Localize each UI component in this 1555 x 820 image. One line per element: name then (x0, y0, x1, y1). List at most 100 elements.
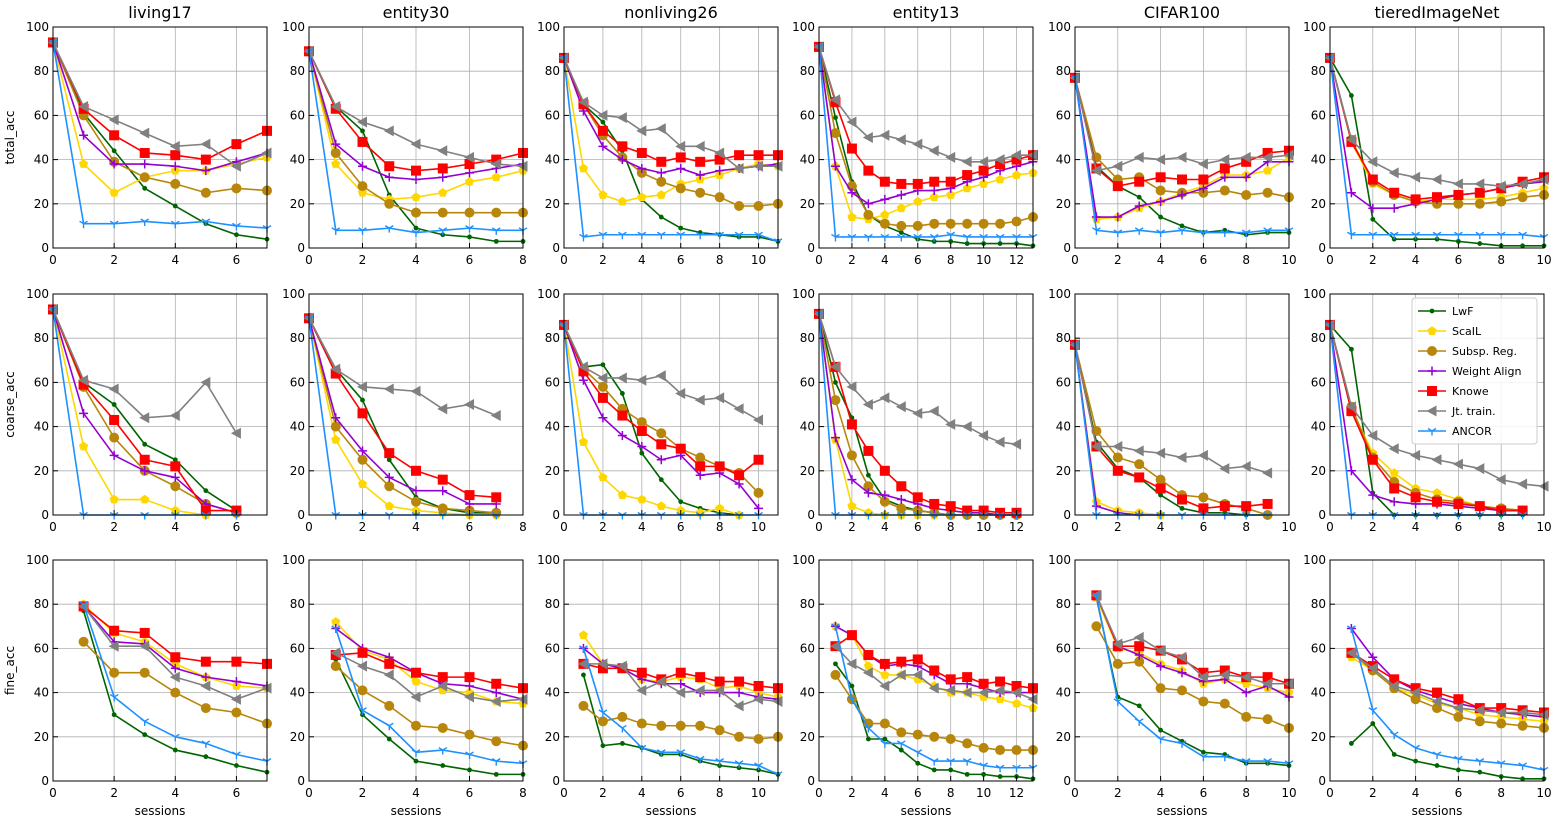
series-lwf-marker (600, 362, 606, 368)
series-subsp-reg-marker (929, 218, 940, 229)
series-ancor-marker (331, 625, 341, 634)
ytick-label: 20 (1311, 730, 1326, 744)
series-group (78, 599, 272, 775)
ytick-label: 100 (282, 553, 305, 567)
legend-item-scail: ScaIL (1418, 325, 1482, 338)
panel-fine-acc-cifar100: 0 20 40 60 80 100 0 2 4 6 8 10 sessions (1048, 553, 1297, 818)
series-subsp-reg-marker (231, 707, 242, 718)
series-ancor-marker (1092, 592, 1101, 600)
series-knowe-marker (411, 465, 421, 476)
panel-title: entity13 (893, 3, 960, 22)
ytick-label: 0 (807, 508, 815, 522)
series-ancor-marker (1156, 229, 1165, 238)
series-ancor-marker (465, 225, 474, 233)
series-subsp-reg-marker (995, 745, 1006, 756)
series-jt-train-marker (1133, 445, 1144, 457)
series-subsp-reg-marker (1219, 698, 1230, 709)
series-knowe-marker (1177, 494, 1187, 505)
ytick-label: 40 (34, 420, 49, 434)
series-lwf-marker (467, 234, 472, 240)
ytick-label: 40 (1056, 420, 1071, 434)
series-scail-marker (656, 190, 666, 199)
series-jt-train-marker (139, 640, 150, 652)
series-subsp-reg-marker (411, 720, 421, 731)
ytick-label: 20 (545, 197, 560, 211)
xtick-label: 0 (1326, 253, 1334, 267)
xtick-label: 6 (677, 253, 685, 267)
series-subsp-reg-marker (357, 454, 368, 465)
ytick-label: 0 (297, 508, 305, 522)
series-knowe-marker (491, 678, 502, 689)
series-ancor-marker (715, 758, 725, 766)
series-group (303, 45, 528, 244)
series-ancor-marker (896, 233, 906, 242)
series-weight-align-marker (201, 672, 211, 682)
legend-marker (1427, 427, 1437, 436)
series-knowe-marker (617, 410, 628, 421)
xtick-label: 8 (947, 520, 955, 534)
ytick-label: 40 (1056, 153, 1071, 167)
series-ancor-marker (1156, 735, 1165, 744)
series-ancor-marker (170, 220, 180, 229)
xtick-label: 6 (1200, 520, 1208, 534)
series-jt-train-marker (733, 162, 744, 174)
ytick-label: 40 (34, 153, 49, 167)
series-ancor-line (563, 57, 779, 243)
series-ancor-marker (1475, 758, 1485, 766)
ytick-label: 100 (792, 20, 815, 34)
xtick-label: 0 (1071, 520, 1079, 534)
plot-area (819, 294, 1033, 515)
series-subsp-reg-marker (753, 734, 764, 745)
ytick-label: 20 (1311, 464, 1326, 478)
series-ancor-marker (1012, 764, 1021, 773)
series-jt-train-marker (862, 399, 873, 410)
series-lwf-marker (234, 232, 239, 238)
series-subsp-reg-marker (200, 703, 211, 714)
series-jt-train-marker (616, 112, 627, 124)
series-ancor-marker (715, 231, 725, 240)
series-scail-marker (357, 479, 368, 488)
ytick-label: 80 (545, 597, 560, 611)
series-subsp-reg-marker (1155, 185, 1166, 196)
series-knowe-marker (1453, 498, 1464, 509)
series-jt-train-marker (675, 140, 686, 152)
series-lwf-marker (386, 457, 392, 463)
series-jt-train-marker (78, 374, 89, 386)
series-knowe-marker (1219, 665, 1230, 676)
series-jt-train-marker (978, 156, 989, 168)
series-scail-marker (979, 179, 989, 188)
series-jt-train-marker (1262, 467, 1273, 479)
xtick-label: 2 (599, 253, 607, 267)
series-jt-train-marker (1388, 167, 1399, 179)
series-jt-train-marker (597, 109, 608, 121)
series-lwf-marker (413, 225, 419, 231)
series-jt-train-marker (1219, 463, 1230, 475)
series-lwf-marker (964, 241, 970, 246)
series-jt-train-marker (1474, 178, 1485, 190)
series-ancor-marker (864, 233, 873, 242)
series-scail-marker (715, 503, 725, 513)
series-jt-train-marker (357, 116, 367, 128)
series-jt-train-marker (895, 134, 906, 146)
series-knowe-marker (464, 490, 475, 501)
series-group (47, 36, 272, 242)
xtick-label: 10 (1281, 786, 1296, 800)
series-scail-marker (1389, 468, 1399, 477)
ytick-label: 80 (800, 597, 815, 611)
xtick-label: 2 (1114, 786, 1122, 800)
series-scail-marker (79, 159, 89, 168)
series-subsp-reg-marker (1134, 459, 1145, 470)
series-lwf-marker (142, 185, 148, 191)
legend-label: LwF (1452, 305, 1473, 318)
series-subsp-reg-marker (1177, 685, 1187, 696)
series-ancor-marker (232, 222, 241, 231)
series-lwf-marker (678, 499, 684, 505)
series-knowe-marker (1496, 703, 1507, 714)
xtick-label: 4 (1412, 786, 1420, 800)
xtick-label: 4 (171, 253, 179, 267)
series-knowe-marker (1241, 156, 1252, 167)
series-lwf-marker (172, 747, 178, 753)
xtick-label: 8 (947, 253, 955, 267)
series-knowe-marker (636, 667, 647, 678)
series-weight-align-marker (637, 441, 647, 451)
